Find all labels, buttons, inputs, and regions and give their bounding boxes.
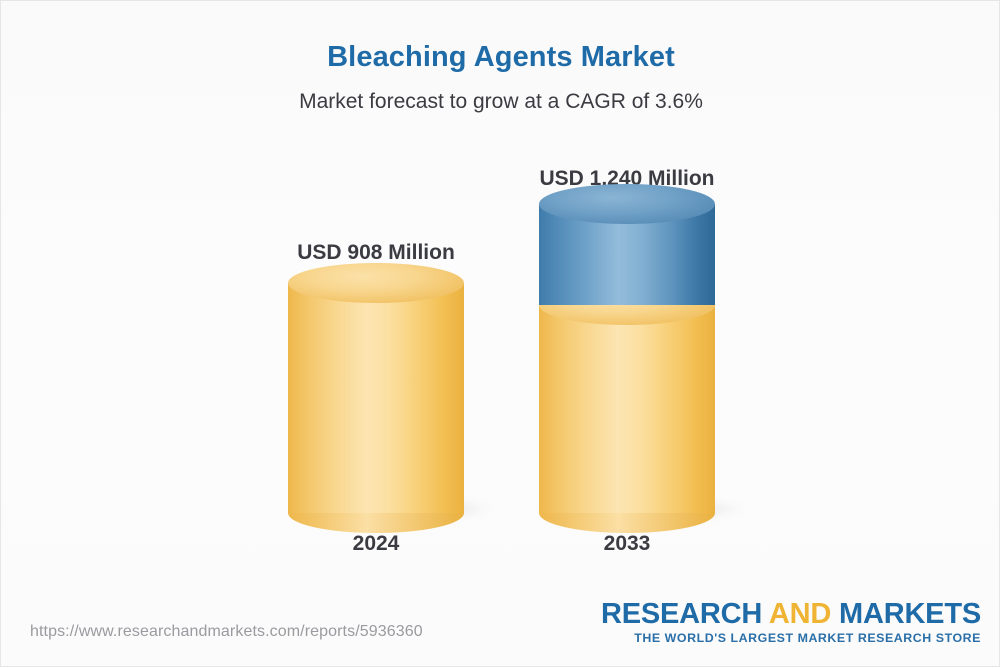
cylinder-segment-base	[288, 263, 464, 533]
cylinder-segment-base	[539, 285, 715, 533]
category-label-2033: 2033	[603, 532, 651, 555]
cylinder-2033[interactable]	[539, 184, 742, 533]
logo-wordmark: RESEARCH AND MARKETS	[601, 599, 981, 629]
logo-word-markets: MARKETS	[839, 598, 981, 630]
value-label-2033: USD 1,240 Million	[539, 167, 715, 190]
cylinder-segment-growth	[539, 184, 715, 305]
chart-title: Bleaching Agents Market	[327, 41, 675, 73]
source-url[interactable]: https://www.researchandmarkets.com/repor…	[30, 623, 423, 640]
category-label-2024: 2024	[352, 532, 400, 555]
value-label-2024: USD 908 Million	[297, 241, 455, 264]
cylinder-top-cap	[288, 263, 464, 303]
logo-tagline: THE WORLD'S LARGEST MARKET RESEARCH STOR…	[634, 631, 981, 646]
cylinder-body	[288, 283, 464, 513]
cylinder-top-cap	[539, 184, 715, 224]
chart-subtitle: Market forecast to grow at a CAGR of 3.6…	[299, 90, 703, 113]
logo-word-and: AND	[768, 598, 832, 630]
cylinder-body	[539, 305, 715, 513]
logo-word-research: RESEARCH	[600, 598, 763, 630]
research-and-markets-logo[interactable]: RESEARCH AND MARKETS THE WORLD'S LARGEST…	[601, 599, 981, 646]
cylinder-2024[interactable]	[288, 263, 491, 533]
